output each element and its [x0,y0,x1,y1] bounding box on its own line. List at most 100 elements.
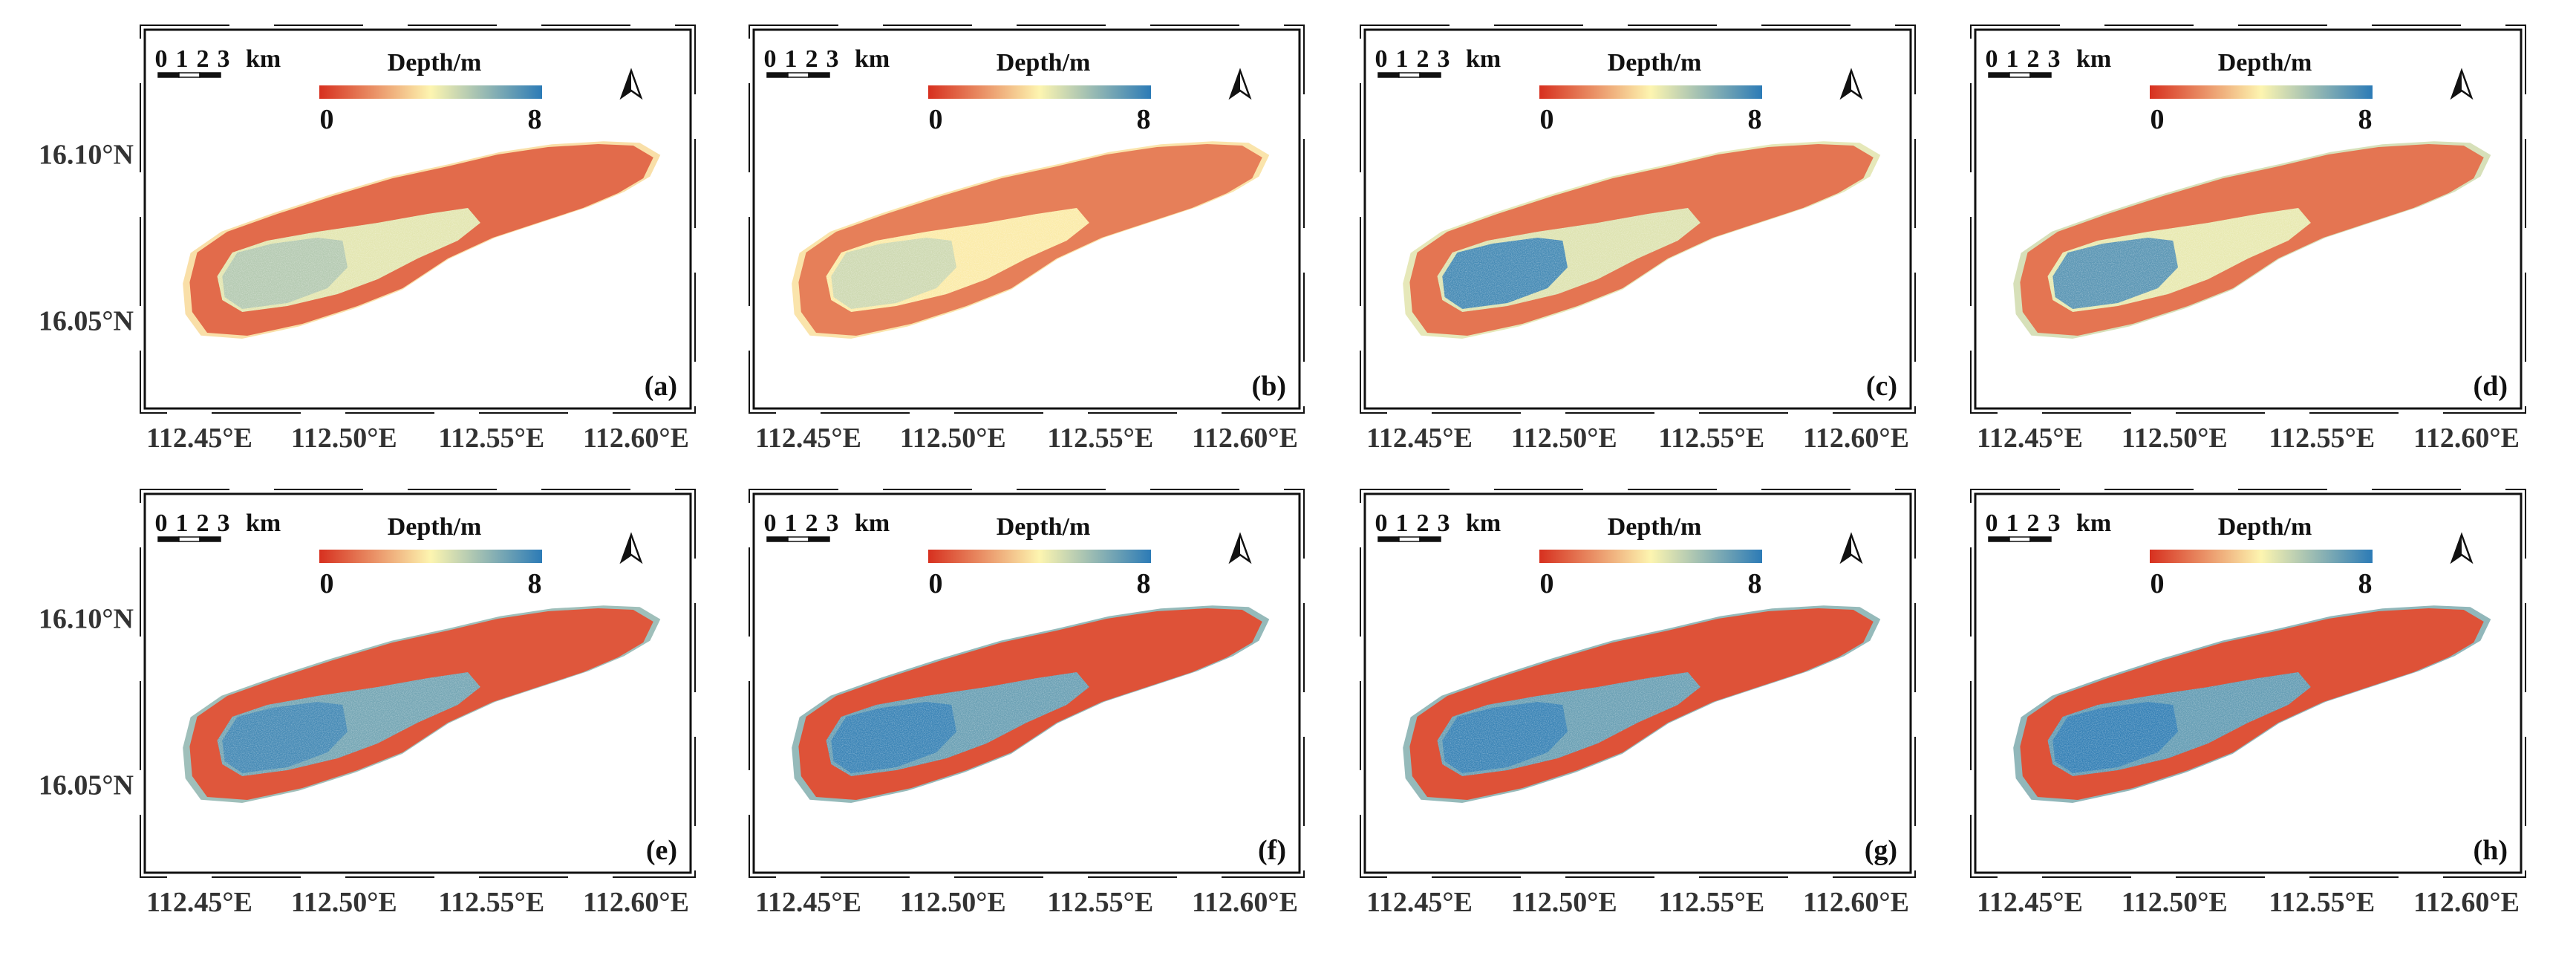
legend-min-label: 0 [929,104,943,135]
lon-label: 112.60°E [583,887,689,918]
map-panel-e: 0 1 2 3 km Depth/m0 8(e)16.10°N16.05°N112.45°E… [39,489,696,918]
lon-label: 112.45°E [1366,887,1473,918]
lon-label: 112.50°E [1511,887,1617,918]
scale-bar-tick: 1 [2006,510,2019,537]
scale-bar-tick: 2 [806,510,818,537]
scale-bar-unit: km [855,45,890,73]
legend-colorbar [928,550,1151,563]
scale-bar-segment [1419,72,1441,78]
panel-graticule-border [749,489,1305,878]
scale-bar-tick: 3 [2048,45,2061,73]
panel-label: (a) [645,371,677,402]
scale-bar-tick: 1 [1396,510,1409,537]
legend-title: Depth/m [388,49,482,77]
map-panel-b: 0 1 2 3 km Depth/m0 8(b)112.45°E 112.50°E 112.55… [749,25,1305,454]
north-arrow-fill [2452,535,2462,562]
legend-max-label: 8 [1748,568,1762,599]
north-arrow-fill [1230,535,1240,562]
scale-bar-segment [2029,72,2052,78]
scale-bar-tick: 1 [785,45,798,73]
legend-colorbar [1539,85,1762,99]
scale-bar-tick: 1 [176,510,189,537]
lon-label: 112.60°E [2413,423,2520,454]
legend-max-label: 8 [1137,104,1151,135]
panel-label: (g) [1865,835,1897,866]
legend-colorbar [928,85,1151,99]
lon-label: 112.45°E [146,423,252,454]
scale-bar-segment [787,536,809,542]
scale-bar-unit: km [246,510,281,537]
scale-bar-tick: 0 [764,510,777,537]
patch-reefs [826,208,1089,312]
scale-bar-segment [1377,536,1400,542]
panel-graticule-border [749,25,1305,414]
map-panel-g: 0 1 2 3 km Depth/m0 8(g)112.45°E 112.50°E 112.55… [1360,489,1916,918]
scale-bar-tick: 2 [197,45,209,73]
legend-min-label: 0 [2151,568,2165,599]
scale-bar-tick: 2 [2027,45,2040,73]
legend-title: Depth/m [2218,49,2312,77]
legend-title: Depth/m [997,513,1091,541]
legend-title: Depth/m [388,513,482,541]
legend-colorbar [1539,550,1762,563]
panel-label: (e) [646,835,677,866]
legend-colorbar [2150,550,2373,563]
legend-colorbar [319,85,542,99]
legend-max-label: 8 [1748,104,1762,135]
patch-reefs [2047,208,2311,312]
legend-colorbar [2150,85,2373,99]
scale-bar-tick: 0 [1986,510,1998,537]
scale-bar-tick: 3 [1438,45,1450,73]
scale-bar-tick: 3 [826,510,839,537]
scale-bar-tick: 0 [1986,45,1998,73]
panel-graticule-border [140,489,696,878]
scale-bar-tick: 3 [2048,510,2061,537]
legend-min-label: 0 [929,568,943,599]
scale-bar-segment [199,536,221,542]
lon-label: 112.50°E [2122,423,2228,454]
scale-bar-tick: 0 [1375,45,1388,73]
scale-bar-unit: km [1466,45,1501,73]
patch-reefs [1437,208,1701,312]
scale-bar-segment [157,72,180,78]
scale-bar-unit: km [855,510,890,537]
scale-bar-tick: 3 [218,45,230,73]
legend-max-label: 8 [2358,104,2373,135]
north-arrow-fill [1842,71,1851,97]
lon-label: 112.60°E [1192,887,1298,918]
legend-min-label: 0 [2151,104,2165,135]
panel-label: (d) [2474,371,2508,402]
lon-label: 112.45°E [146,887,252,918]
lon-label: 112.55°E [1047,887,1153,918]
lon-label: 112.50°E [1511,423,1617,454]
legend-max-label: 8 [2358,568,2373,599]
north-arrow-fill [622,71,631,97]
lon-label: 112.60°E [1803,423,1909,454]
scale-bar-tick: 2 [197,510,209,537]
scale-bar-segment [1419,536,1441,542]
lon-label: 112.45°E [755,887,861,918]
scale-bar-segment [2029,536,2052,542]
scale-bar-tick: 2 [806,45,818,73]
north-arrow-fill [1842,535,1851,562]
lat-label: 16.05°N [39,770,134,801]
scale-bar-segment [808,536,830,542]
scale-bar-segment [1377,72,1400,78]
panel-graticule-border [1970,489,2526,878]
map-panel-h: 0 1 2 3 km Depth/m0 8(h)112.45°E 112.50°E 112.55… [1970,489,2526,918]
lon-label: 112.45°E [1977,887,2083,918]
lon-label: 112.55°E [2269,887,2375,918]
legend-title: Depth/m [2218,513,2312,541]
scale-bar-tick: 0 [155,510,168,537]
legend-max-label: 8 [528,104,542,135]
panel-label: (f) [1258,835,1286,866]
lon-label: 112.60°E [1192,423,1298,454]
scale-bar-tick: 3 [826,45,839,73]
legend-min-label: 0 [1540,568,1554,599]
scale-bar-segment [808,72,830,78]
legend-title: Depth/m [997,49,1091,77]
legend-max-label: 8 [1137,568,1151,599]
patch-reefs [1437,672,1701,776]
map-panel-d: 0 1 2 3 km Depth/m0 8(d)112.45°E 112.50°E 112.55… [1970,25,2526,454]
